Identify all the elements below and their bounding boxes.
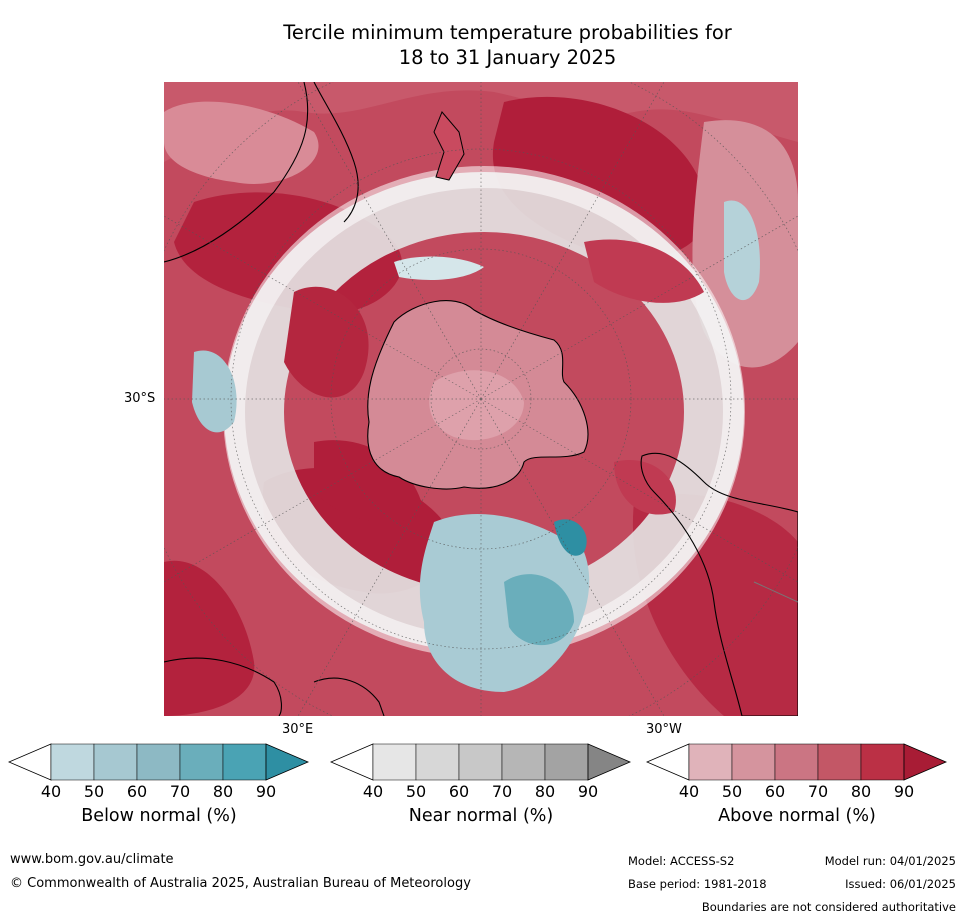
colorbar-swatch bbox=[458, 743, 503, 781]
colorbar-tick-label: 90 bbox=[893, 782, 915, 801]
colorbar-tick-label: 40 bbox=[678, 782, 700, 801]
colorbar-tick-label: 50 bbox=[83, 782, 105, 801]
colorbar-near-svg bbox=[329, 743, 632, 781]
footer-copyright: © Commonwealth of Australia 2025, Austra… bbox=[10, 876, 471, 891]
footer-disclaimer: Boundaries are not considered authoritat… bbox=[701, 900, 956, 914]
colorbar-swatch bbox=[222, 743, 267, 781]
colorbar-tick-label: 40 bbox=[40, 782, 62, 801]
colorbar-swatch-low bbox=[645, 743, 690, 781]
colorbar-tick-label: 90 bbox=[255, 782, 277, 801]
colorbar-swatch bbox=[136, 743, 181, 781]
footer-model: Model: ACCESS-S2 bbox=[628, 854, 735, 868]
colorbar-below-normal bbox=[7, 742, 310, 782]
footer-website: www.bom.gov.au/climate bbox=[10, 852, 174, 867]
colorbar-tick-label: 60 bbox=[764, 782, 786, 801]
lat-label-30s: 30°S bbox=[124, 391, 156, 406]
colorbar-below-label: Below normal (%) bbox=[81, 806, 237, 826]
colorbar-swatch-low bbox=[329, 743, 374, 781]
colorbar-near-ticks: 40 50 60 70 80 90 bbox=[330, 782, 650, 802]
colorbar-above-svg bbox=[645, 743, 948, 781]
colorbar-below-ticks: 40 50 60 70 80 90 bbox=[8, 782, 328, 802]
colorbar-above-ticks: 40 50 60 70 80 90 bbox=[646, 782, 965, 802]
colorbar-below-svg bbox=[7, 743, 310, 781]
lon-label-30w: 30°W bbox=[646, 722, 682, 737]
colorbar-swatch-low bbox=[7, 743, 52, 781]
footer-model-run: Model run: 04/01/2025 bbox=[824, 854, 956, 868]
colorbar-swatch-high bbox=[265, 743, 310, 781]
footer-base-period: Base period: 1981-2018 bbox=[628, 877, 767, 891]
colorbar-swatch bbox=[688, 743, 733, 781]
colorbar-above-label: Above normal (%) bbox=[718, 806, 876, 826]
chart-title: Tercile minimum temperature probabilitie… bbox=[0, 20, 965, 70]
colorbar-tick-label: 70 bbox=[807, 782, 829, 801]
colorbar-swatch bbox=[501, 743, 546, 781]
colorbar-tick-label: 70 bbox=[169, 782, 191, 801]
map-svg bbox=[164, 82, 798, 716]
colorbar-tick-label: 80 bbox=[212, 782, 234, 801]
colorbar-swatch bbox=[817, 743, 862, 781]
title-line-2: 18 to 31 January 2025 bbox=[398, 46, 617, 69]
colorbar-near-label: Near normal (%) bbox=[408, 806, 554, 826]
colorbar-swatch bbox=[179, 743, 224, 781]
colorbar-swatch bbox=[774, 743, 819, 781]
colorbar-tick-label: 40 bbox=[362, 782, 384, 801]
colorbar-tick-label: 70 bbox=[491, 782, 513, 801]
colorbar-tick-label: 60 bbox=[126, 782, 148, 801]
colorbar-swatch bbox=[93, 743, 138, 781]
title-line-1: Tercile minimum temperature probabilitie… bbox=[283, 21, 732, 44]
footer-issued: Issued: 06/01/2025 bbox=[845, 877, 956, 891]
colorbar-above-normal bbox=[645, 742, 948, 782]
colorbar-tick-label: 50 bbox=[405, 782, 427, 801]
colorbar-tick-label: 80 bbox=[534, 782, 556, 801]
colorbar-tick-label: 90 bbox=[577, 782, 599, 801]
colorbar-swatch bbox=[544, 743, 589, 781]
colorbar-swatch bbox=[860, 743, 905, 781]
colorbar-near-normal bbox=[329, 742, 632, 782]
colorbar-tick-label: 80 bbox=[850, 782, 872, 801]
probability-map bbox=[164, 82, 798, 716]
colorbar-tick-label: 60 bbox=[448, 782, 470, 801]
colorbar-swatch-high bbox=[903, 743, 948, 781]
colorbar-tick-label: 50 bbox=[721, 782, 743, 801]
colorbar-swatch bbox=[372, 743, 417, 781]
colorbar-swatch-high bbox=[587, 743, 632, 781]
colorbar-swatch bbox=[50, 743, 95, 781]
colorbar-swatch bbox=[415, 743, 460, 781]
lon-label-30e: 30°E bbox=[282, 722, 314, 737]
colorbar-swatch bbox=[731, 743, 776, 781]
